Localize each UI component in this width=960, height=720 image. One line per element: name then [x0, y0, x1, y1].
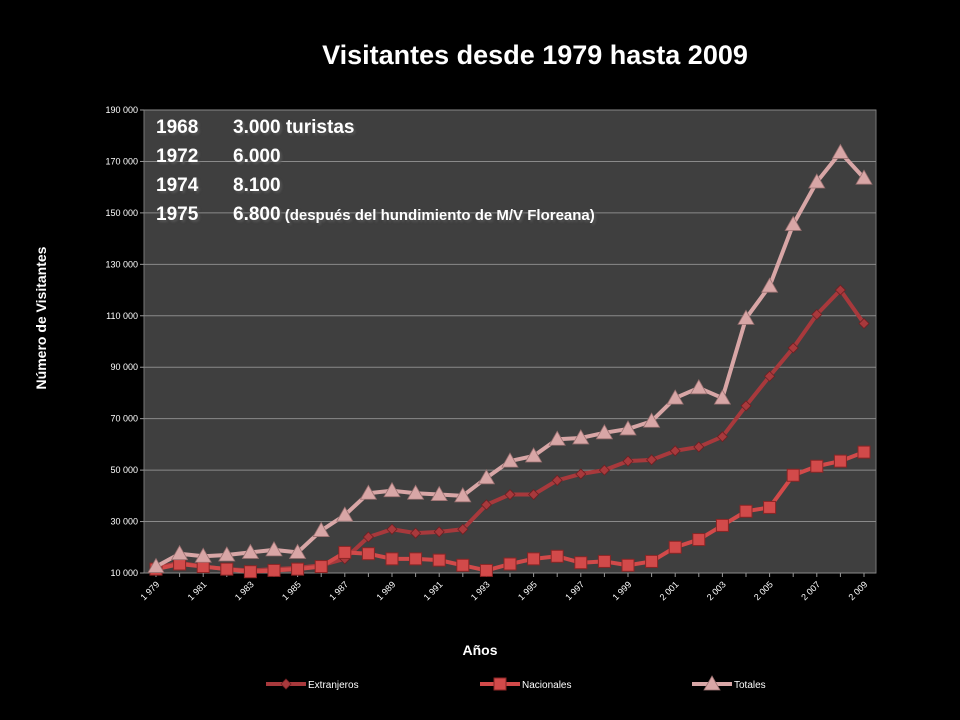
x-tick-label: 1 993: [469, 579, 492, 602]
x-tick-label: 2 007: [799, 579, 822, 602]
y-tick-label: 150 000: [105, 208, 138, 218]
point-nacionales: [457, 559, 469, 571]
legend-label-nacionales: Nacionales: [522, 680, 571, 691]
x-tick-label: 2 009: [846, 579, 869, 602]
point-nacionales: [811, 460, 823, 472]
point-nacionales: [622, 559, 634, 571]
point-nacionales: [834, 455, 846, 467]
y-tick-label: 10 000: [110, 568, 138, 578]
legend-marker-nacionales: [494, 678, 506, 690]
point-nacionales: [315, 561, 327, 573]
annotation-row: 1974 8.100: [156, 175, 281, 197]
annotation-row: 1975 6.800 (después del hundimiento de M/…: [156, 204, 595, 226]
annotation-text: 6.800: [233, 204, 281, 225]
x-tick-label: 1 979: [138, 579, 161, 602]
annotation-text: 8.100: [233, 175, 281, 196]
y-axis-title: Número de Visitantes: [33, 246, 49, 389]
x-tick-label: 2 005: [752, 579, 775, 602]
x-axis-title: Años: [463, 642, 498, 658]
point-nacionales: [575, 557, 587, 569]
point-nacionales: [268, 564, 280, 576]
y-tick-label: 110 000: [106, 311, 138, 321]
legend-label-totales: Totales: [734, 680, 766, 691]
point-nacionales: [740, 505, 752, 517]
y-tick-label: 90 000: [110, 362, 138, 372]
y-tick-label: 70 000: [110, 414, 138, 424]
point-nacionales: [339, 546, 351, 558]
point-nacionales: [598, 555, 610, 567]
point-nacionales: [764, 501, 776, 513]
annotation-row: 1968 3.000 turistas: [156, 117, 354, 139]
annotation-year: 1972: [156, 146, 233, 168]
annotation-note: (después del hundimiento de M/V Floreana…: [281, 207, 595, 224]
y-tick-label: 190 000: [105, 105, 138, 115]
point-nacionales: [244, 566, 256, 578]
point-nacionales: [433, 554, 445, 566]
x-tick-label: 1 985: [280, 579, 303, 602]
point-nacionales: [858, 446, 870, 458]
point-nacionales: [221, 563, 233, 575]
x-tick-label: 1 983: [233, 579, 256, 602]
point-nacionales: [646, 555, 658, 567]
point-nacionales: [669, 541, 681, 553]
x-tick-label: 2 003: [705, 579, 728, 602]
annotation-row: 1972 6.000: [156, 146, 281, 168]
y-tick-label: 170 000: [105, 156, 138, 166]
annotation-text: 6.000: [233, 146, 281, 167]
point-nacionales: [787, 469, 799, 481]
x-tick-label: 1 997: [563, 579, 586, 602]
point-nacionales: [362, 548, 374, 560]
annotation-year: 1975: [156, 204, 233, 226]
point-nacionales: [292, 563, 304, 575]
x-tick-label: 2 001: [658, 579, 681, 602]
y-tick-label: 30 000: [110, 517, 138, 527]
point-nacionales: [528, 553, 540, 565]
point-nacionales: [504, 558, 516, 570]
point-nacionales: [480, 564, 492, 576]
point-nacionales: [386, 553, 398, 565]
x-tick-label: 1 991: [422, 579, 445, 602]
x-tick-label: 1 987: [327, 579, 350, 602]
legend-marker-extranjeros: [281, 679, 291, 689]
x-tick-label: 1 989: [374, 579, 397, 602]
point-nacionales: [716, 519, 728, 531]
x-tick-label: 1 999: [610, 579, 633, 602]
annotation-text: 3.000 turistas: [233, 117, 354, 138]
x-tick-label: 1 995: [516, 579, 539, 602]
point-nacionales: [410, 553, 422, 565]
annotation-year: 1968: [156, 117, 233, 139]
legend-label-extranjeros: Extranjeros: [308, 680, 359, 691]
point-nacionales: [551, 550, 563, 562]
point-nacionales: [693, 534, 705, 546]
x-tick-label: 1 981: [186, 579, 209, 602]
y-tick-label: 50 000: [110, 465, 138, 475]
y-tick-label: 130 000: [105, 259, 138, 269]
annotation-year: 1974: [156, 175, 233, 197]
line-chart: 10 000 30 000 50 000 70 000 90 000 110 000 130…: [0, 0, 960, 720]
